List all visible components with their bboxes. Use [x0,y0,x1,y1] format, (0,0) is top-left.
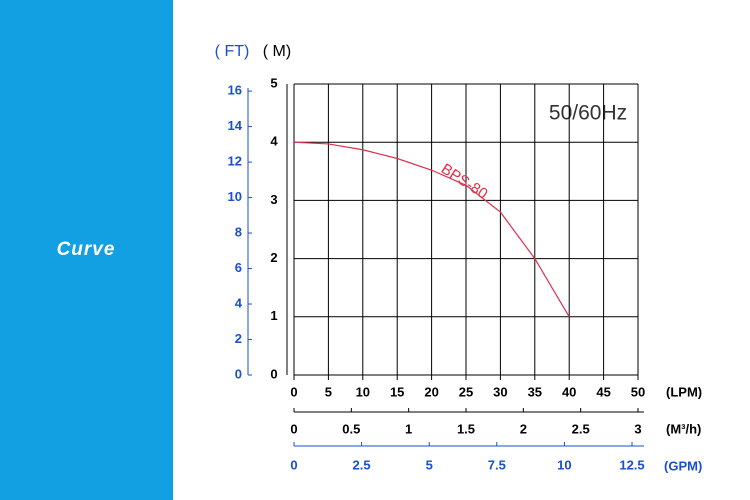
title-box [536,94,638,134]
y-tick-label: 0 [270,366,277,381]
x-tick-label: 25 [459,384,473,399]
x-tick-label: 30 [493,384,507,399]
sidebar [0,0,173,500]
x3-tick-label: 12.5 [619,457,644,472]
y-tick-label: 1 [270,308,277,323]
y2-tick-label: 8 [235,224,242,239]
y2-tick-label: 0 [235,366,242,381]
y2-tick-label: 12 [228,154,242,169]
curve [293,141,570,318]
x3-tick-label: 2.5 [353,457,371,472]
x2-tick-label: 1.5 [457,421,475,436]
y-tick-label: 3 [270,192,277,207]
x3-tick-label: 10 [557,457,571,472]
x-tick-label: 5 [325,384,332,399]
x-tick-label: 40 [562,384,576,399]
x2-tick-label: 2.5 [572,421,590,436]
x-axis-label: (LPM) [666,384,702,399]
y2-tick-label: 16 [228,83,242,98]
chart-title: 50/60Hz [549,102,627,125]
x2-tick-label: 2 [520,421,527,436]
series-label: BPS-80 [438,160,491,202]
y2-tick-label: 2 [235,331,242,346]
y-axis-label: ( M) [263,43,291,60]
y2-tick-label: 4 [235,295,243,310]
y2-tick-label: 10 [228,189,242,204]
x-tick-label: 10 [356,384,370,399]
x3-tick-label: 0 [290,457,297,472]
x-tick-label: 50 [631,384,645,399]
y-tick-label: 4 [270,134,278,149]
x-tick-label: 35 [528,384,542,399]
x2-tick-label: 1 [405,421,412,436]
x2-tick-label: 0.5 [342,421,360,436]
x-tick-label: 45 [596,384,610,399]
x3-axis-label: (GPM) [664,458,702,473]
y-tick-label: 5 [270,75,277,90]
y2-axis-label: ( FT) [215,43,250,60]
y-tick-label: 2 [270,250,277,265]
y2-tick-label: 6 [235,260,242,275]
x-tick-label: 0 [290,384,297,399]
x2-tick-label: 0 [290,421,297,436]
x-tick-label: 20 [424,384,438,399]
sidebar-title: Curve [57,239,116,260]
x2-axis-label: (M³/h) [666,421,701,436]
x3-tick-label: 5 [426,457,433,472]
x2-tick-label: 3 [634,421,641,436]
y2-tick-label: 14 [228,118,243,133]
x3-tick-label: 7.5 [488,457,506,472]
x-tick-label: 15 [390,384,404,399]
